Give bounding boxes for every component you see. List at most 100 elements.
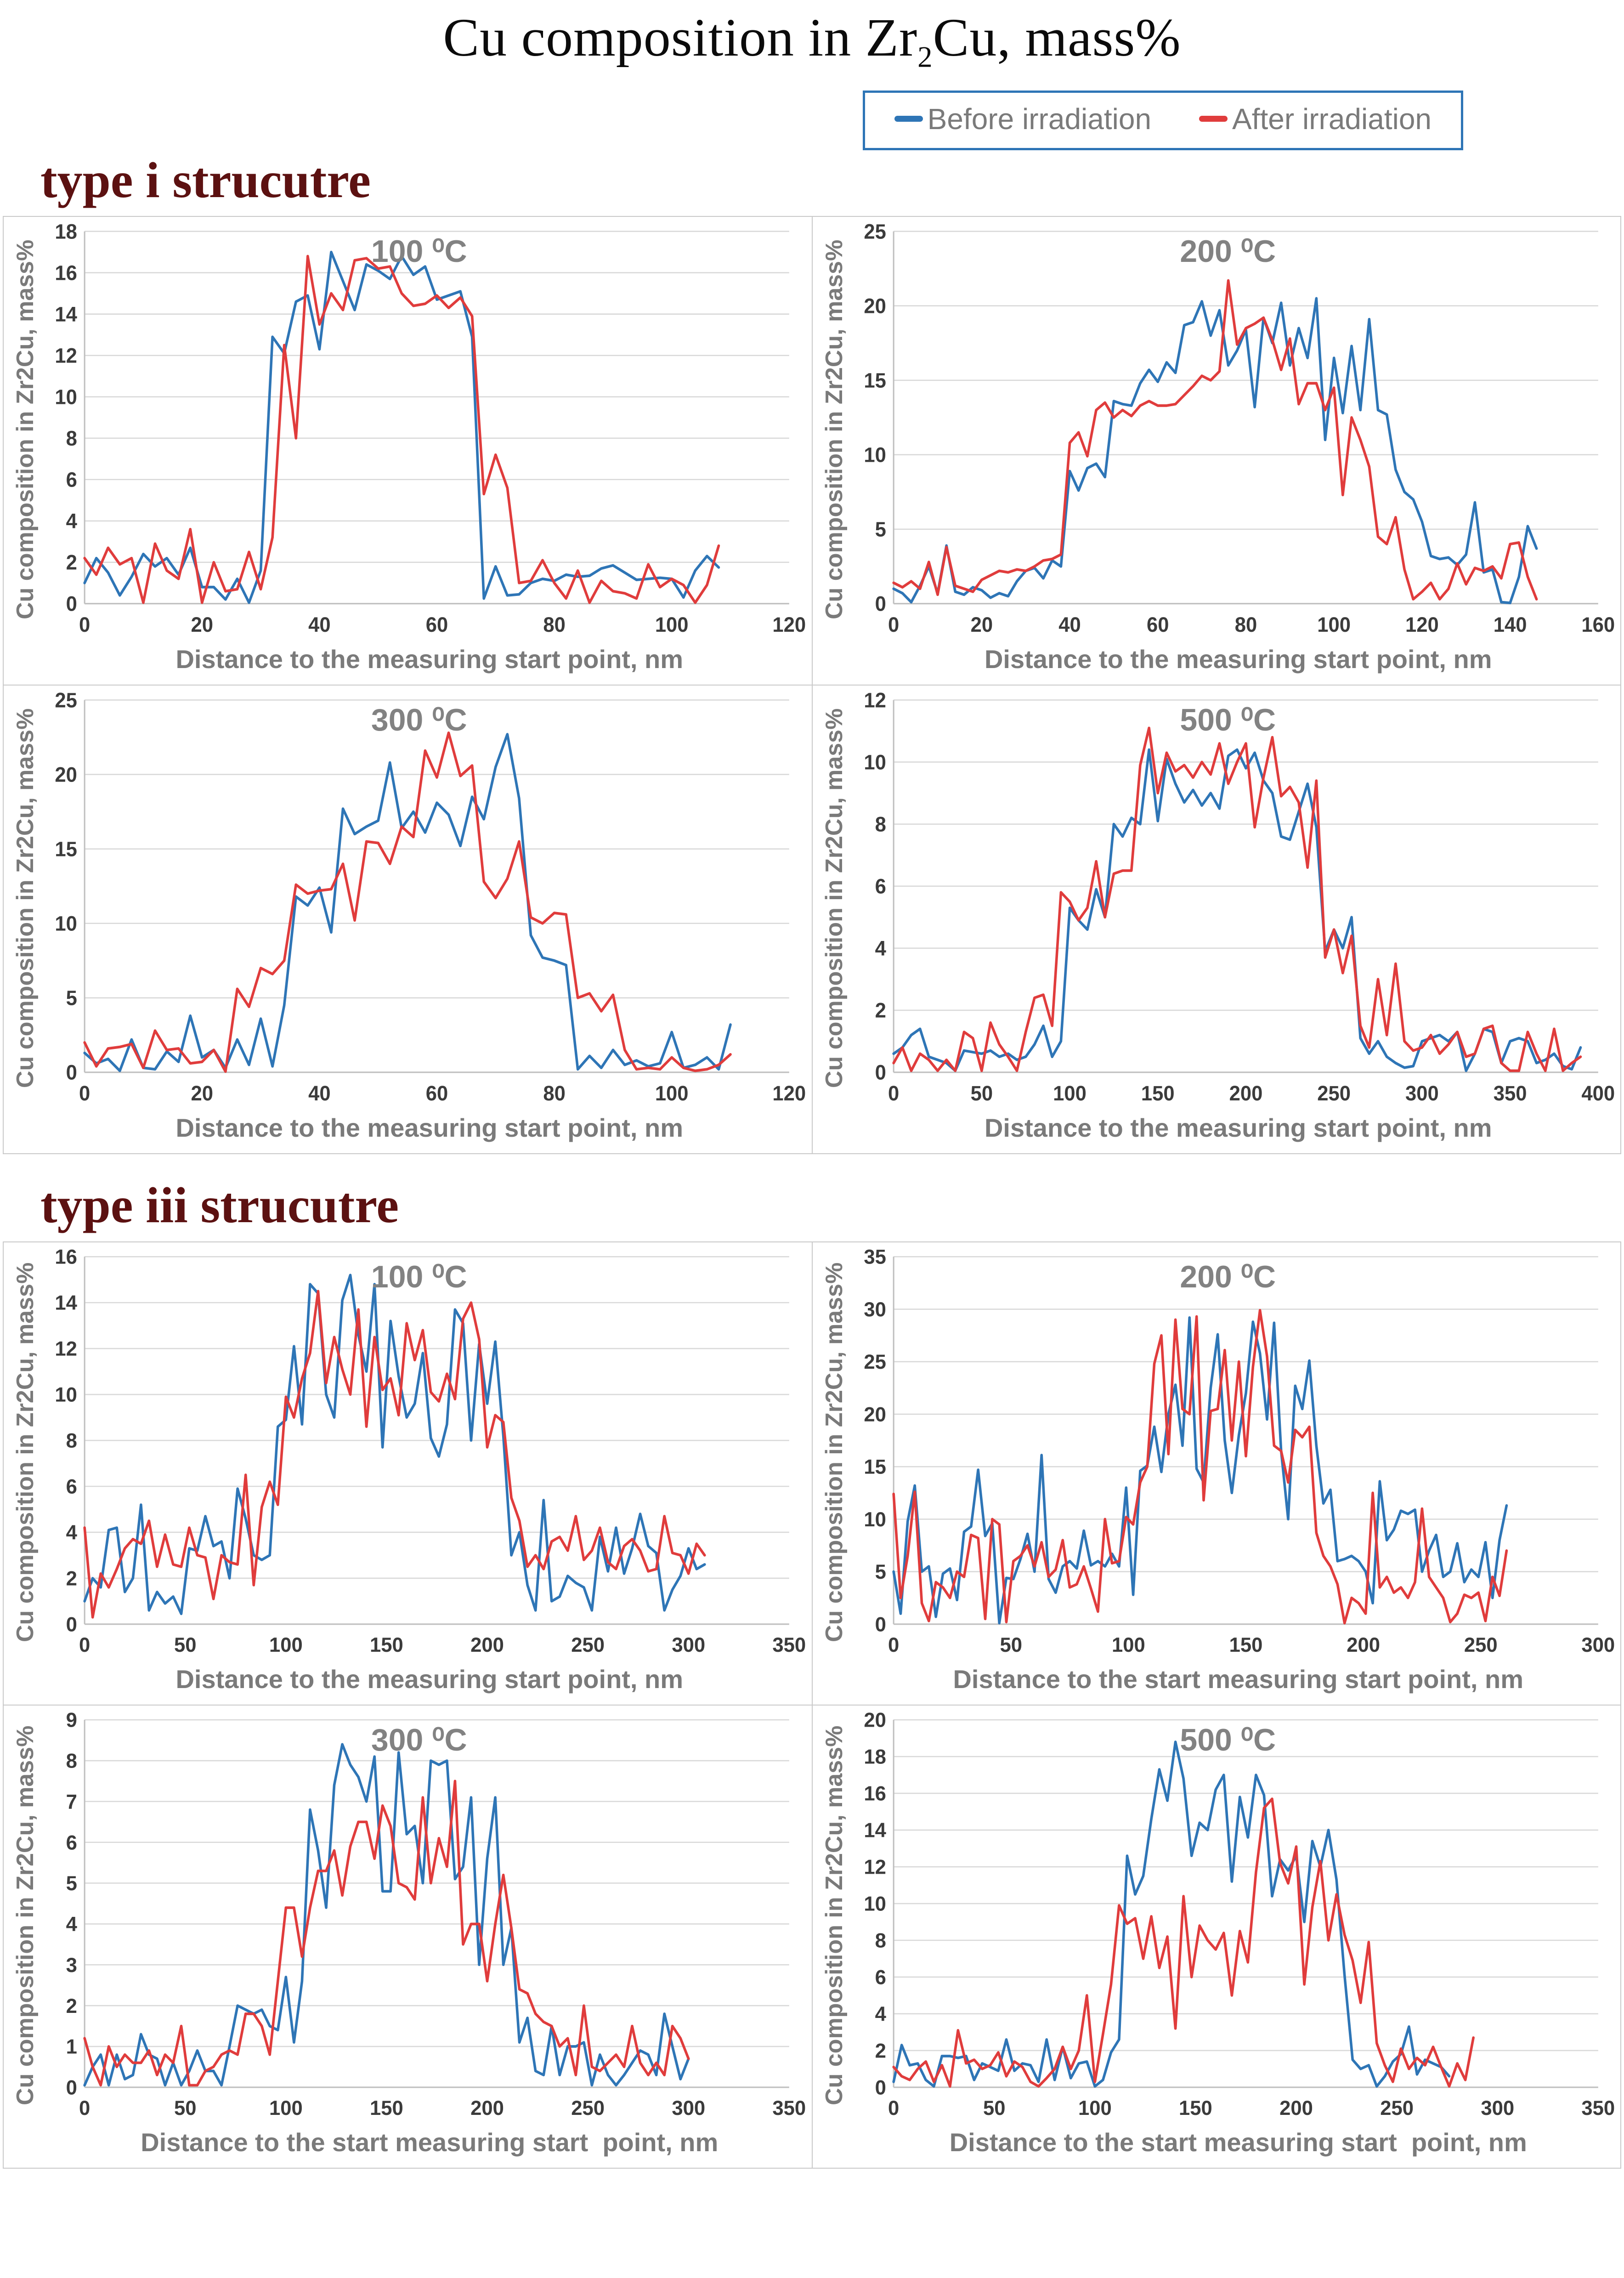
svg-text:0: 0 [66, 593, 77, 616]
svg-text:6: 6 [66, 1475, 77, 1498]
svg-text:5: 5 [66, 1872, 77, 1895]
y-axis-label: Cu composition in Zr2Cu, mass% [820, 708, 848, 1088]
svg-text:2: 2 [875, 2040, 886, 2063]
svg-text:6: 6 [875, 875, 886, 898]
x-axis-label: Distance to the measuring start point, n… [984, 645, 1492, 674]
svg-text:400: 400 [1581, 1082, 1615, 1105]
svg-text:50: 50 [1000, 1633, 1022, 1656]
svg-text:150: 150 [370, 1633, 403, 1656]
svg-text:12: 12 [55, 1337, 77, 1360]
svg-text:0: 0 [875, 2076, 886, 2099]
svg-text:30: 30 [864, 1298, 886, 1321]
section-heading-type-iii: type iii strucutre [40, 1177, 399, 1234]
svg-text:20: 20 [864, 295, 886, 318]
chart-canvas-type-iii-300c: 0 1 2 3 4 5 6 7 8 9 0 50 100 150 200 250 300 350 [66, 1709, 806, 2119]
svg-text:300: 300 [1481, 2097, 1514, 2119]
svg-text:0: 0 [66, 1613, 77, 1636]
svg-text:350: 350 [1581, 2097, 1615, 2119]
svg-text:50: 50 [174, 1633, 197, 1656]
svg-text:250: 250 [1317, 1082, 1351, 1105]
svg-text:4: 4 [66, 1913, 78, 1936]
svg-text:15: 15 [864, 1456, 886, 1479]
page-title-subscript: 2 [917, 40, 933, 74]
svg-text:150: 150 [370, 2097, 403, 2119]
svg-text:1: 1 [66, 2035, 77, 2058]
svg-text:15: 15 [864, 369, 886, 392]
chart-canvas-type-i-300c: 0 5 10 15 20 25 0 20 40 60 80 100 120 [55, 689, 806, 1105]
svg-text:6: 6 [875, 1966, 886, 1989]
svg-text:50: 50 [174, 2097, 197, 2119]
legend-row: Before irradiation After irradiation [0, 90, 1624, 150]
svg-text:8: 8 [66, 427, 77, 450]
x-axis-label: Distance to the start measuring start po… [141, 2127, 719, 2157]
svg-text:0: 0 [66, 1061, 77, 1084]
svg-text:200: 200 [470, 2097, 504, 2119]
svg-text:0: 0 [79, 1082, 90, 1105]
svg-text:3: 3 [66, 1954, 77, 1977]
svg-text:7: 7 [66, 1791, 77, 1813]
svg-text:14: 14 [864, 1819, 886, 1842]
svg-text:4: 4 [875, 937, 886, 960]
svg-text:300: 300 [1581, 1633, 1615, 1656]
svg-text:50: 50 [983, 2097, 1005, 2119]
svg-text:100: 100 [1111, 1633, 1145, 1656]
svg-text:10: 10 [864, 751, 886, 774]
chart-canvas-type-i-100c: 0 2 4 6 8 10 12 14 16 18 0 20 40 60 80 100 120 [55, 221, 806, 636]
svg-text:300: 300 [672, 2097, 705, 2119]
x-axis-label: Distance to the measuring start point, n… [175, 645, 684, 674]
svg-text:0: 0 [888, 1633, 899, 1656]
svg-text:16: 16 [55, 262, 77, 285]
svg-text:50: 50 [970, 1082, 993, 1105]
svg-text:200: 200 [470, 1633, 504, 1656]
svg-text:10: 10 [55, 912, 77, 935]
page-title: Cu composition in Zr2Cu, mass% [0, 0, 1624, 75]
svg-text:250: 250 [571, 1633, 605, 1656]
svg-text:350: 350 [1493, 1082, 1527, 1105]
svg-text:250: 250 [1464, 1633, 1497, 1656]
svg-text:12: 12 [864, 689, 886, 712]
svg-text:250: 250 [1380, 2097, 1414, 2119]
svg-text:40: 40 [1058, 613, 1081, 636]
svg-text:100: 100 [1078, 2097, 1111, 2119]
svg-text:40: 40 [308, 1082, 331, 1105]
svg-text:80: 80 [543, 613, 566, 636]
y-axis-label: Cu composition in Zr2Cu, mass% [12, 708, 39, 1088]
svg-text:2: 2 [66, 1567, 77, 1590]
legend-label-after: After irradiation [1232, 102, 1432, 136]
svg-text:10: 10 [55, 1383, 77, 1406]
svg-text:10: 10 [864, 1508, 886, 1531]
svg-text:12: 12 [55, 345, 77, 368]
y-axis-label: Cu composition in Zr2Cu, mass% [820, 239, 848, 620]
legend-dash-red-icon [1199, 116, 1228, 122]
svg-text:20: 20 [864, 1403, 886, 1426]
svg-text:2: 2 [66, 551, 77, 574]
svg-text:20: 20 [191, 613, 214, 636]
legend-dash-blue-icon [894, 116, 923, 122]
svg-text:200: 200 [1279, 2097, 1313, 2119]
svg-text:350: 350 [772, 1633, 806, 1656]
svg-text:0: 0 [79, 613, 90, 636]
svg-text:0: 0 [875, 1061, 886, 1084]
x-axis-label: Distance to the start measuring start po… [953, 1664, 1524, 1694]
svg-text:10: 10 [55, 386, 77, 409]
svg-text:0: 0 [66, 2076, 77, 2099]
y-axis-label: Cu composition in Zr2Cu, mass% [12, 1262, 39, 1642]
page-title-prefix: Cu composition in Zr [443, 7, 918, 68]
chart-canvas-type-iii-100c: 0 2 4 6 8 10 12 14 16 0 50 100 150 200 250 300 350 [55, 1246, 806, 1656]
x-axis-label: Distance to the measuring start point, n… [175, 1113, 684, 1143]
y-axis-label: Cu composition in Zr2Cu, mass% [12, 239, 39, 620]
svg-text:300: 300 [672, 1633, 705, 1656]
svg-text:20: 20 [55, 764, 77, 787]
svg-text:25: 25 [864, 1350, 886, 1373]
svg-text:9: 9 [66, 1709, 77, 1732]
svg-text:80: 80 [543, 1082, 566, 1105]
svg-text:25: 25 [864, 221, 886, 244]
svg-text:4: 4 [66, 510, 78, 533]
y-axis-label: Cu composition in Zr2Cu, mass% [820, 1725, 848, 2105]
